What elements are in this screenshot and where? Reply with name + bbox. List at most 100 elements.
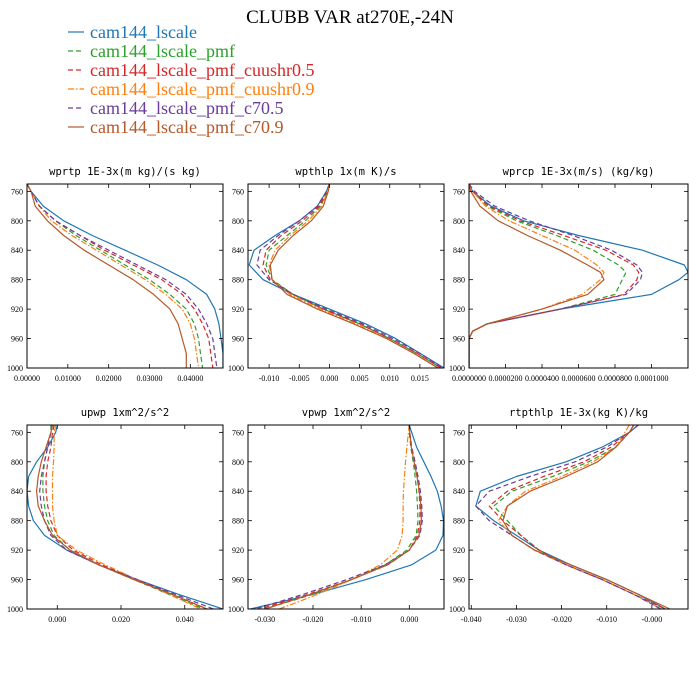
panel-title: upwp 1xm^2/s^2 [81, 407, 170, 419]
x-tick-label: 0.010 [381, 374, 399, 383]
legend-item: cam144_lscale_pmf_cuushr0.9 [68, 79, 314, 99]
series-line [493, 425, 666, 609]
series-line [27, 184, 204, 368]
x-tick-label: -0.000 [642, 615, 663, 624]
panel-title: wprcp 1E-3x(m/s) (kg/kg) [503, 166, 655, 178]
x-tick-label: 0.00000 [14, 374, 40, 383]
y-tick-label: 760 [453, 187, 465, 196]
y-tick-label: 840 [11, 246, 23, 255]
series-group [475, 425, 671, 609]
y-tick-label: 760 [453, 428, 465, 437]
series-line [469, 184, 640, 368]
x-tick-label: 0.0000600 [562, 374, 596, 383]
x-tick-label: -0.010 [351, 615, 372, 624]
plot-frame [468, 424, 689, 610]
series-line [42, 425, 205, 609]
series-line [475, 425, 662, 609]
y-tick-label: 840 [11, 487, 23, 496]
series-line [248, 184, 444, 368]
plot-frame [247, 183, 445, 369]
legend-item: cam144_lscale_pmf_c70.9 [68, 117, 283, 137]
x-tick-label: 0.0000400 [525, 374, 559, 383]
y-tick-label: 920 [232, 546, 244, 555]
panel-title: wpthlp 1x(m K)/s [295, 166, 396, 178]
y-tick-label: 880 [453, 517, 465, 526]
x-tick-label: 0.0000800 [598, 374, 632, 383]
y-tick-label: 840 [453, 246, 465, 255]
x-tick-label: 0.03000 [137, 374, 163, 383]
plot-frame [247, 424, 445, 610]
chart-panel: rtpthlp 1E-3x(kg K)/kg 760 800 840 880 920 960… [449, 407, 689, 624]
x-tick-label: 0.000 [48, 615, 66, 624]
series-group [27, 425, 223, 609]
x-tick-label: 0.02000 [96, 374, 122, 383]
series-line [51, 425, 201, 609]
x-tick-label: -0.040 [461, 615, 482, 624]
y-tick-label: 1000 [449, 364, 465, 373]
y-tick-label: 920 [11, 546, 23, 555]
y-tick-label: 760 [232, 187, 244, 196]
chart-panel: wprtp 1E-3x(m kg)/(s kg) 760 800 840 880 920 9… [7, 166, 224, 383]
legend-item: cam144_lscale_pmf_cuushr0.5 [68, 60, 314, 80]
y-tick-label: 760 [11, 187, 23, 196]
y-tick-label: 960 [453, 335, 465, 344]
legend-label: cam144_lscale [90, 22, 197, 42]
series-line [268, 184, 439, 368]
series-line [27, 184, 214, 368]
x-tick-label: 0.0000200 [489, 374, 523, 383]
x-tick-label: 0.0000000 [452, 374, 486, 383]
series-line [264, 425, 422, 609]
chart-panel: vpwp 1xm^2/s^2 760 800 840 880 920 960 1000 -0.0… [228, 407, 445, 624]
y-tick-label: 920 [232, 305, 244, 314]
x-tick-label: -0.005 [289, 374, 310, 383]
panel-title: vpwp 1xm^2/s^2 [302, 407, 391, 419]
y-tick-label: 920 [11, 305, 23, 314]
x-tick-label: 0.01000 [55, 374, 81, 383]
y-tick-label: 840 [232, 487, 244, 496]
x-tick-label: -0.010 [596, 615, 617, 624]
series-line [488, 425, 666, 609]
panel-title: rtpthlp 1E-3x(kg K)/kg [509, 407, 648, 419]
series-line [256, 184, 444, 368]
x-tick-label: 0.0001000 [635, 374, 669, 383]
y-tick-label: 840 [232, 246, 244, 255]
series-group [469, 184, 688, 368]
x-tick-label: 0.020 [112, 615, 130, 624]
series-line [27, 184, 200, 368]
series-group [250, 425, 444, 609]
x-tick-label: 0.015 [411, 374, 429, 383]
y-tick-label: 760 [11, 428, 23, 437]
series-line [265, 184, 442, 368]
y-tick-label: 800 [11, 217, 23, 226]
legend-item: cam144_lscale_pmf_c70.5 [68, 98, 283, 118]
y-tick-label: 920 [453, 546, 465, 555]
y-tick-label: 1000 [7, 364, 23, 373]
x-tick-label: 0.040 [176, 615, 194, 624]
chart-panel: wprcp 1E-3x(m/s) (kg/kg) 760 800 840 880 920 9… [449, 166, 689, 383]
series-line [497, 425, 662, 609]
y-tick-label: 880 [232, 517, 244, 526]
y-tick-label: 1000 [228, 605, 244, 614]
legend-label: cam144_lscale_pmf [90, 41, 235, 61]
y-tick-label: 800 [453, 217, 465, 226]
x-tick-label: -0.030 [255, 615, 276, 624]
y-tick-label: 800 [11, 458, 23, 467]
series-line [45, 425, 208, 609]
x-tick-label: -0.020 [551, 615, 572, 624]
y-tick-label: 800 [232, 458, 244, 467]
panels: wprtp 1E-3x(m kg)/(s kg) 760 800 840 880 920 9… [7, 166, 689, 624]
panel-title: wprtp 1E-3x(m kg)/(s kg) [49, 166, 201, 178]
series-group [27, 184, 223, 368]
y-tick-label: 760 [232, 428, 244, 437]
legend-item: cam144_lscale [68, 22, 197, 42]
series-line [469, 184, 605, 368]
x-tick-label: -0.030 [506, 615, 527, 624]
legend-label: cam144_lscale_pmf_cuushr0.9 [90, 79, 314, 99]
series-line [279, 425, 410, 609]
y-tick-label: 960 [11, 335, 23, 344]
legend-label: cam144_lscale_pmf_c70.9 [90, 117, 283, 137]
series-line [262, 184, 442, 368]
y-tick-label: 1000 [228, 364, 244, 373]
x-tick-label: 0.005 [351, 374, 369, 383]
